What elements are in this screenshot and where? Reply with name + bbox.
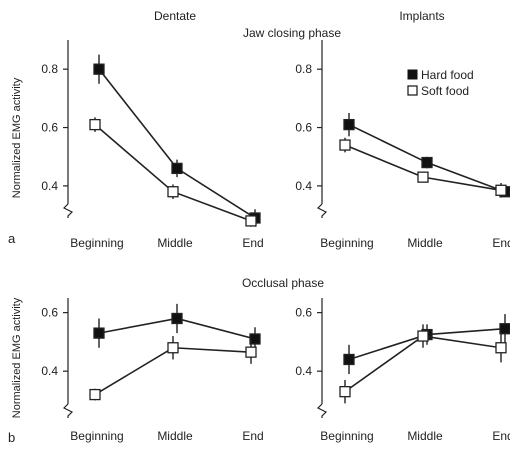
point-hard-food [421,156,433,169]
point-hard-food [171,162,183,175]
plot-3: 0.4 0.6 Beginning Middle End [41,298,264,443]
point-hard-food [249,333,261,345]
y-axis-label-a: Normalized EMG activity [11,77,23,198]
x-tick-label: End [242,429,263,443]
point-hard-food [93,327,105,339]
y-axis-break [316,403,328,418]
point-hard-food [499,323,510,335]
plot-4: 0.4 0.6 Beginning Middle End [295,298,510,443]
x-tick-label: End [492,429,510,443]
x-tick-label: End [242,236,263,250]
x-tick-label: Middle [157,236,193,250]
point-soft-food [167,186,179,198]
x-tick-label: Beginning [70,236,123,250]
y-tick-label: 0.4 [295,179,312,193]
y-tick-label: 0.8 [41,62,58,76]
plot-2: 0.4 0.6 0.8 Beginning Middle End [295,40,510,250]
point-soft-food [339,139,351,151]
legend-hard-marker [407,69,418,80]
plot-1: 0.4 0.6 0.8 Beginning Middle End [41,40,264,250]
point-soft-food [495,342,507,354]
panel-letter-b: b [8,430,15,445]
x-tick-label: Middle [407,236,443,250]
x-tick-label: End [492,236,510,250]
y-axis-break [62,203,74,218]
point-soft-food [495,184,507,196]
point-soft-food [89,388,101,401]
y-tick-label: 0.6 [41,306,58,320]
x-tick-label: Beginning [70,429,123,443]
y-tick-label: 0.4 [295,364,312,378]
y-tick-label: 0.6 [41,121,58,135]
column-title-implants: Implants [399,9,444,23]
chart-panels: 0.4 0.6 0.8 Beginning Middle End 0.4 0.6 0.8 Begi… [41,40,510,443]
phase-title-jaw-closing: Jaw closing phase [243,26,341,40]
y-tick-label: 0.6 [295,306,312,320]
legend-hard-label: Hard food [421,68,474,82]
phase-title-occlusal: Occlusal phase [242,276,324,290]
x-tick-label: Beginning [320,236,373,250]
y-tick-label: 0.6 [295,121,312,135]
y-axis-break [316,203,328,218]
point-soft-food [339,386,351,398]
x-tick-label: Middle [157,429,193,443]
y-axis-break [62,403,74,418]
point-hard-food [343,353,355,366]
point-soft-food [245,346,257,358]
y-tick-label: 0.4 [41,179,58,193]
y-axis-label-b: Normalized EMG activity [11,297,23,418]
legend: Hard food Soft food [407,68,474,98]
point-hard-food [93,63,105,75]
panel-letter-a: a [8,231,16,246]
point-hard-food [343,118,355,131]
point-soft-food [417,330,429,342]
point-soft-food [89,118,101,131]
point-soft-food [417,171,429,183]
point-soft-food [245,215,257,227]
y-tick-label: 0.4 [41,364,58,378]
point-soft-food [167,342,179,354]
x-tick-label: Middle [407,429,443,443]
legend-soft-marker [407,85,418,96]
legend-soft-label: Soft food [421,84,469,98]
x-tick-label: Beginning [320,429,373,443]
y-tick-label: 0.8 [295,62,312,76]
column-title-dentate: Dentate [154,9,196,23]
point-hard-food [171,312,183,325]
